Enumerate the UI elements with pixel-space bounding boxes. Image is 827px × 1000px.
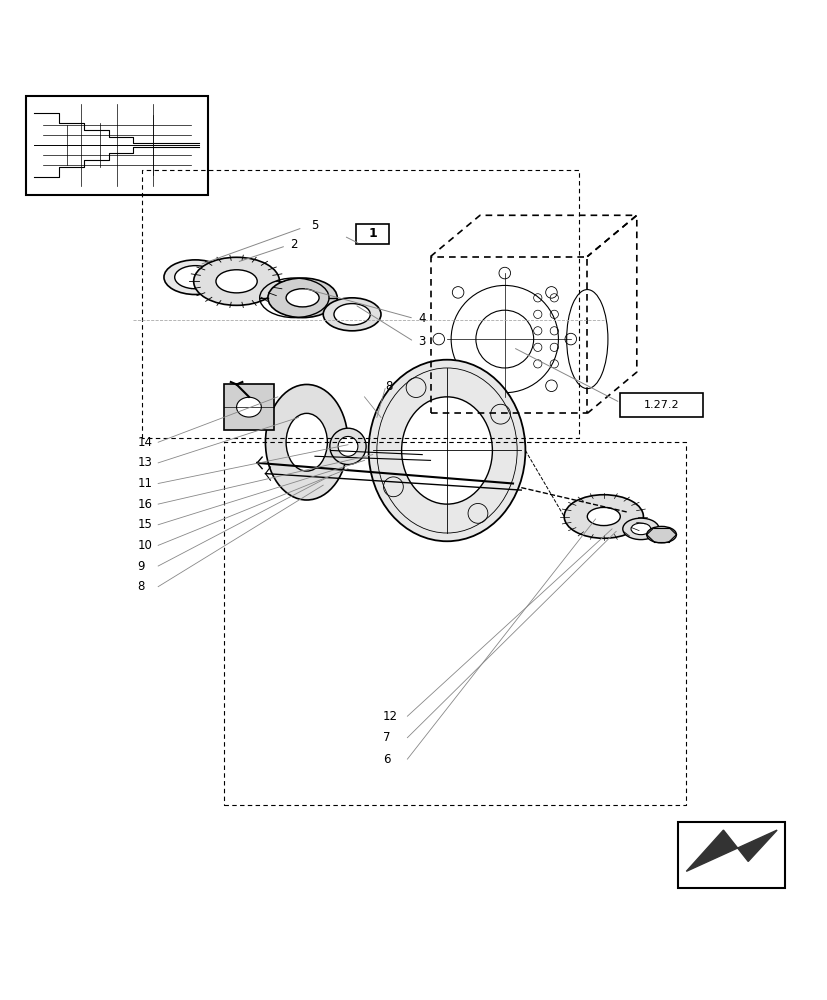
Text: 6: 6 (382, 753, 390, 766)
Ellipse shape (286, 289, 318, 307)
Ellipse shape (216, 270, 257, 293)
Text: 3: 3 (418, 335, 425, 348)
Text: 5: 5 (310, 219, 318, 232)
Text: 1.27.2: 1.27.2 (643, 400, 679, 410)
Text: 8: 8 (385, 380, 392, 393)
Text: 15: 15 (137, 518, 152, 531)
Text: 13: 13 (137, 456, 152, 469)
Ellipse shape (237, 397, 261, 417)
Ellipse shape (194, 257, 280, 305)
Ellipse shape (268, 278, 337, 318)
Text: 4: 4 (418, 312, 425, 325)
Text: 10: 10 (137, 539, 152, 552)
Bar (677, 822, 784, 888)
Ellipse shape (622, 518, 658, 540)
Ellipse shape (164, 260, 227, 295)
Ellipse shape (174, 266, 216, 289)
Text: 14: 14 (137, 436, 152, 449)
Ellipse shape (563, 495, 643, 538)
Text: 8: 8 (137, 580, 145, 593)
Ellipse shape (630, 523, 650, 535)
Text: 16: 16 (137, 498, 152, 511)
Ellipse shape (323, 298, 380, 331)
Ellipse shape (333, 304, 370, 325)
Text: 1: 1 (368, 227, 376, 240)
Bar (224, 384, 274, 430)
Text: 9: 9 (137, 560, 145, 573)
Ellipse shape (401, 397, 492, 504)
Polygon shape (686, 830, 777, 871)
Ellipse shape (586, 507, 619, 526)
Bar (356, 224, 389, 244)
Ellipse shape (265, 384, 347, 500)
Text: 12: 12 (382, 710, 397, 723)
Text: 7: 7 (382, 731, 390, 744)
Ellipse shape (646, 526, 676, 543)
Bar (619, 393, 702, 417)
Text: 2: 2 (290, 238, 298, 251)
Bar (26, 96, 208, 195)
Ellipse shape (368, 360, 525, 541)
Ellipse shape (337, 436, 357, 456)
Ellipse shape (329, 428, 366, 465)
Ellipse shape (286, 413, 327, 471)
Text: 11: 11 (137, 477, 152, 490)
